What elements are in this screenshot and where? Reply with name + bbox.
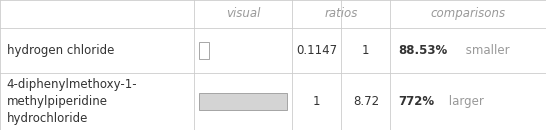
Text: 8.72: 8.72 (353, 95, 379, 108)
Text: 88.53%: 88.53% (399, 44, 448, 57)
Text: ratios: ratios (324, 7, 358, 20)
Text: comparisons: comparisons (431, 7, 506, 20)
Text: hydrogen chloride: hydrogen chloride (7, 44, 114, 57)
Text: visual: visual (226, 7, 260, 20)
Text: 772%: 772% (399, 95, 435, 108)
Bar (199, 42, 209, 59)
Text: smaller: smaller (462, 44, 510, 57)
Text: larger: larger (445, 95, 484, 108)
Text: 1: 1 (313, 95, 321, 108)
Text: 1: 1 (362, 44, 370, 57)
Bar (199, 93, 287, 110)
Text: 0.1147: 0.1147 (296, 44, 337, 57)
Text: 4-diphenylmethoxy-1-
methylpiperidine
hydrochloride: 4-diphenylmethoxy-1- methylpiperidine hy… (7, 78, 137, 125)
